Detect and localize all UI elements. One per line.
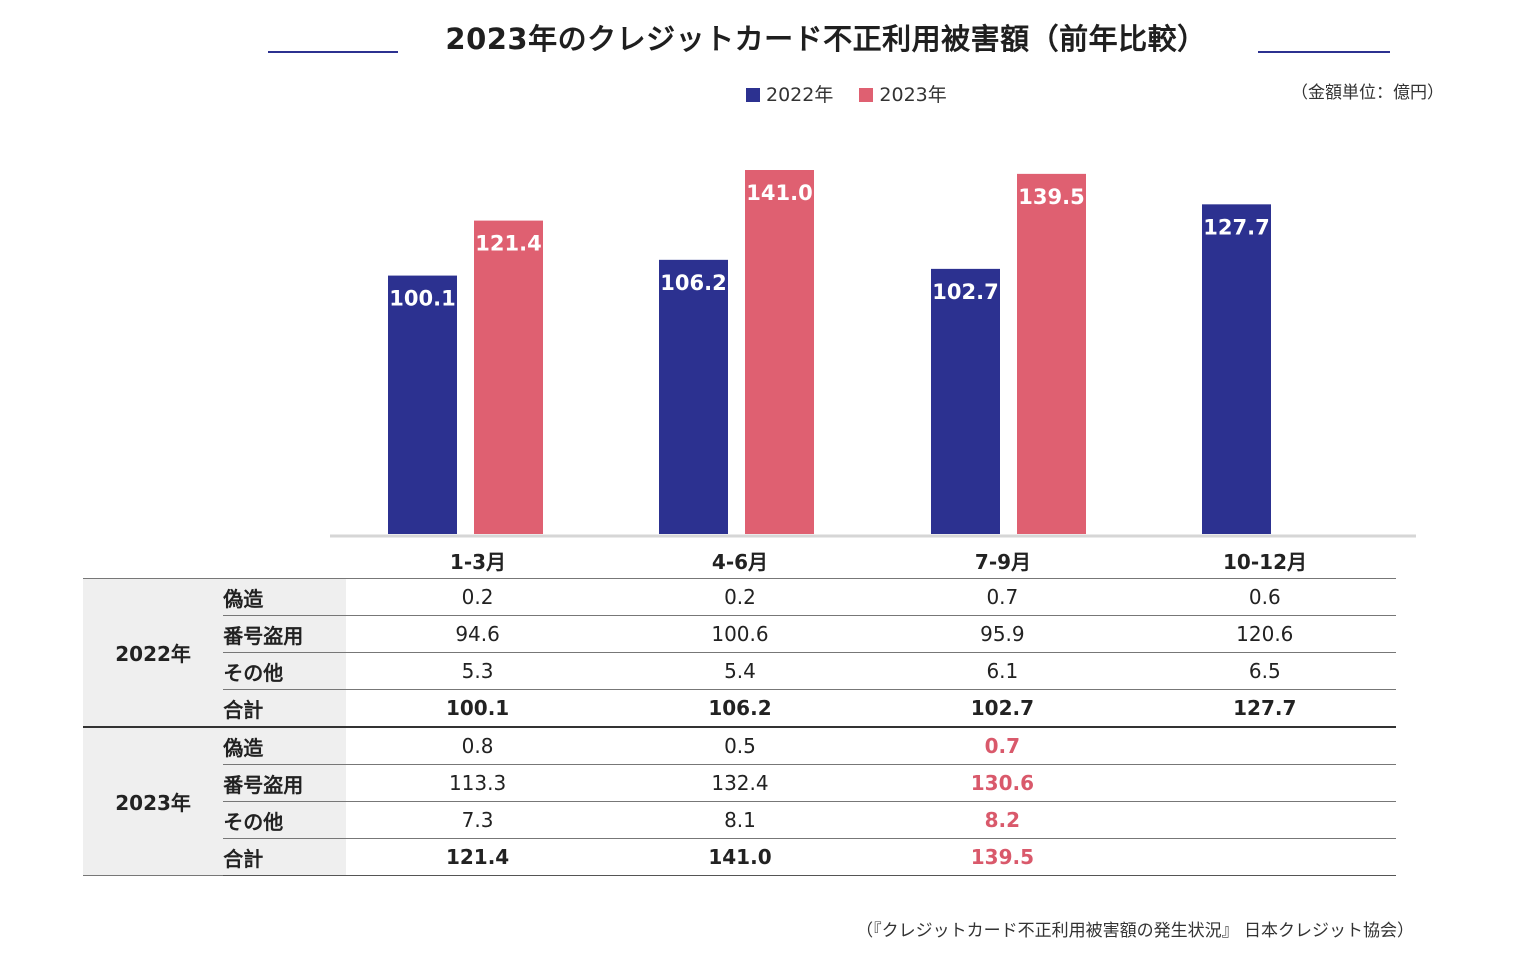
table-cell: 132.4 xyxy=(608,764,872,802)
table-cell: 5.3 xyxy=(346,652,609,690)
table-cell: 5.4 xyxy=(608,652,872,690)
legend-swatch-2023 xyxy=(859,88,874,102)
data-label-2023年-7-9月: 139.5 xyxy=(1018,185,1084,209)
table-cell: 0.7 xyxy=(871,727,1134,765)
row-label: 番号盗用 xyxy=(223,764,347,802)
data-label-2022年-7-9月: 102.7 xyxy=(932,280,998,304)
table-cell: 100.1 xyxy=(346,689,609,728)
data-label-2022年-1-3月: 100.1 xyxy=(389,287,455,311)
table-cell: 0.6 xyxy=(1133,578,1396,616)
table-row: 番号盗用 113.3 132.4 130.6 xyxy=(83,764,1396,802)
table-cell: 139.5 xyxy=(871,838,1134,876)
bar-2022年-7-9月 xyxy=(931,268,1000,534)
table-cell xyxy=(1133,801,1396,839)
source-note: （『クレジットカード不正利用被害額の発生状況』 日本クレジット協会） xyxy=(856,921,1414,941)
legend-item-2022: 2022年 xyxy=(746,80,833,107)
data-label-2022年-10-12月: 127.7 xyxy=(1203,215,1269,239)
data-label-2022年-4-6月: 106.2 xyxy=(660,271,726,295)
bar-2023年-4-6月 xyxy=(745,170,814,534)
table-cell xyxy=(1133,764,1396,802)
table-row: その他 7.3 8.1 8.2 xyxy=(83,801,1396,839)
table-cell: 0.7 xyxy=(871,578,1134,616)
legend-swatch-2022 xyxy=(746,88,760,102)
data-table: 2022年 偽造 0.2 0.2 0.7 0.6 番号盗用 94.6 100.6 95.9 120.… xyxy=(83,578,1396,876)
table-cell: 120.6 xyxy=(1133,615,1396,653)
table-cell: 6.5 xyxy=(1133,652,1396,690)
data-label-2023年-1-3月: 121.4 xyxy=(475,232,541,256)
category-label-7-9月: 7-9月 xyxy=(975,550,1031,574)
table-cell: 8.2 xyxy=(871,801,1134,839)
table-cell: 141.0 xyxy=(608,838,872,876)
table-cell: 94.6 xyxy=(346,615,609,653)
table-cell: 100.6 xyxy=(608,615,872,653)
row-label: 番号盗用 xyxy=(223,615,347,653)
table-row: 2023年 偽造 0.8 0.5 0.7 xyxy=(83,727,1396,876)
bar-chart: 100.1 106.2 102.7 127.7 121.4 141.0 139.5 1-3月 4… xyxy=(330,170,1416,574)
row-label: 合計 xyxy=(223,689,347,728)
row-label: 偽造 xyxy=(223,578,347,616)
legend-label-2022: 2022年 xyxy=(766,84,834,106)
unit-note: （金額単位：億円） xyxy=(1291,83,1444,103)
table-cell: 121.4 xyxy=(346,838,609,876)
row-label: 偽造 xyxy=(223,727,347,765)
table-cell: 113.3 xyxy=(346,764,609,802)
row-label: その他 xyxy=(223,652,347,690)
bar-2023年-7-9月 xyxy=(1017,173,1086,534)
table-cell: 0.5 xyxy=(608,727,872,765)
table-cell: 0.2 xyxy=(346,578,609,616)
bar-2022年-10-12月 xyxy=(1202,204,1271,534)
table-row: 2022年 偽造 0.2 0.2 0.7 0.6 xyxy=(83,578,1396,728)
bar-2022年-1-3月 xyxy=(388,275,457,534)
legend-item-2023: 2023年 xyxy=(859,80,947,107)
table-cell: 8.1 xyxy=(608,801,872,839)
table-cell: 106.2 xyxy=(608,689,872,728)
row-label: その他 xyxy=(223,801,347,839)
table-row: その他 5.3 5.4 6.1 6.5 xyxy=(83,652,1396,690)
category-label-1-3月: 1-3月 xyxy=(450,550,506,574)
table-cell: 95.9 xyxy=(871,615,1134,653)
title-row xyxy=(0,14,1522,58)
row-label: 合計 xyxy=(223,838,347,876)
table-cell: 130.6 xyxy=(871,764,1134,802)
bar-2023年-1-3月 xyxy=(474,220,543,535)
table-cell: 0.2 xyxy=(608,578,872,616)
table-year-2022年: 2022年 xyxy=(83,578,224,728)
legend-label-2023: 2023年 xyxy=(879,84,947,106)
table-cell: 127.7 xyxy=(1133,689,1396,728)
chart-title: 2023年のクレジットカード不正利用被害額（前年比較） xyxy=(445,22,1207,56)
bar-2022年-4-6月 xyxy=(659,259,728,534)
table-row: 合計 121.4 141.0 139.5 xyxy=(83,838,1396,876)
table-cell xyxy=(1133,838,1396,876)
table-cell: 102.7 xyxy=(871,689,1134,728)
table-cell: 0.8 xyxy=(346,727,609,765)
table-cell: 7.3 xyxy=(346,801,609,839)
category-label-10-12月: 10-12月 xyxy=(1223,550,1307,574)
legend: 2022年 2023年 xyxy=(746,80,967,106)
table-cell: 6.1 xyxy=(871,652,1134,690)
title-rule-left xyxy=(268,51,398,53)
table-row: 合計 100.1 106.2 102.7 127.7 xyxy=(83,689,1396,728)
table-year-2023年: 2023年 xyxy=(83,727,224,876)
table-cell xyxy=(1133,727,1396,765)
table-row: 番号盗用 94.6 100.6 95.9 120.6 xyxy=(83,615,1396,653)
data-label-2023年-4-6月: 141.0 xyxy=(746,181,812,205)
title-rule-right xyxy=(1258,51,1390,53)
category-label-4-6月: 4-6月 xyxy=(712,550,768,574)
